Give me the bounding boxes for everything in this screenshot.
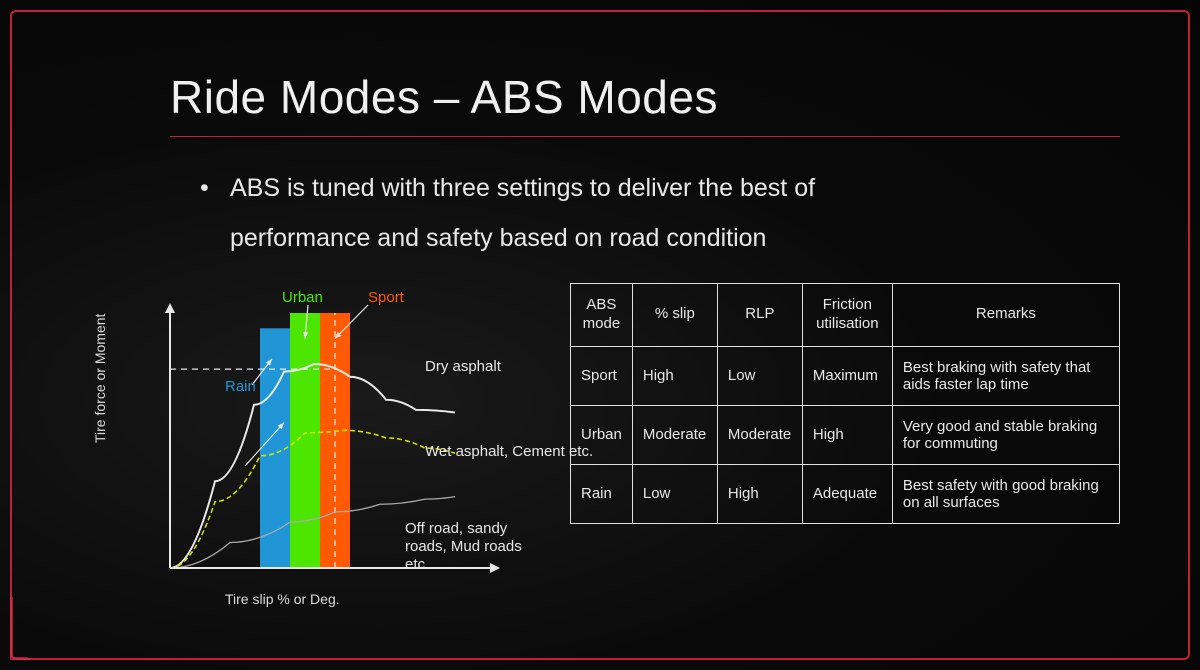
table-cell: Best braking with safety that aids faste…: [892, 346, 1119, 405]
table-cell: High: [717, 464, 802, 523]
slide-content: Ride Modes – ABS Modes • ABS is tuned wi…: [0, 0, 1200, 670]
curve-label-off: Off road, sandy roads, Mud roads etc.: [405, 520, 540, 574]
table-header-row: ABS mode % slip RLP Friction utilisation…: [571, 284, 1120, 347]
bar-label-sport: Sport: [368, 289, 404, 306]
abs-modes-table: ABS mode % slip RLP Friction utilisation…: [570, 283, 1120, 524]
th-remarks: Remarks: [892, 284, 1119, 347]
slip-force-chart: Tire force or Moment Tire slip % or Deg.…: [110, 283, 540, 603]
y-axis-label: Tire force or Moment: [92, 314, 108, 443]
slide-title: Ride Modes – ABS Modes: [170, 70, 1120, 124]
y-axis-arrow: [165, 303, 175, 313]
table-cell: Very good and stable braking for commuti…: [892, 405, 1119, 464]
table-cell: High: [632, 346, 717, 405]
th-mode: ABS mode: [571, 284, 633, 347]
th-friction: Friction utilisation: [802, 284, 892, 347]
bar-label-rain: Rain: [225, 378, 256, 395]
table-cell: Low: [717, 346, 802, 405]
table-cell: Adequate: [802, 464, 892, 523]
bar-label-urban: Urban: [282, 289, 323, 306]
table-cell: Rain: [571, 464, 633, 523]
table-cell: Moderate: [632, 405, 717, 464]
table-cell: Maximum: [802, 346, 892, 405]
table-cell: Low: [632, 464, 717, 523]
title-underline: [170, 136, 1120, 137]
table-row: RainLowHighAdequateBest safety with good…: [571, 464, 1120, 523]
th-rlp: RLP: [717, 284, 802, 347]
columns: Tire force or Moment Tire slip % or Deg.…: [170, 283, 1120, 603]
bullet-marker: •: [200, 163, 210, 263]
x-axis-label: Tire slip % or Deg.: [225, 591, 340, 607]
curve-label-wet: Wet asphalt, Cement etc.: [425, 443, 593, 461]
abs-modes-table-wrap: ABS mode % slip RLP Friction utilisation…: [570, 283, 1120, 524]
table-row: UrbanModerateModerateHighVery good and s…: [571, 405, 1120, 464]
table-cell: Best safety with good braking on all sur…: [892, 464, 1119, 523]
table-cell: High: [802, 405, 892, 464]
table-cell: Moderate: [717, 405, 802, 464]
bullet-text: ABS is tuned with three settings to deli…: [230, 163, 950, 263]
table-cell: Sport: [571, 346, 633, 405]
th-slip: % slip: [632, 284, 717, 347]
table-row: SportHighLowMaximumBest braking with saf…: [571, 346, 1120, 405]
bar-urban: [290, 313, 320, 568]
curve-label-dry: Dry asphalt: [425, 358, 501, 375]
bullet-row: • ABS is tuned with three settings to de…: [200, 163, 1120, 263]
